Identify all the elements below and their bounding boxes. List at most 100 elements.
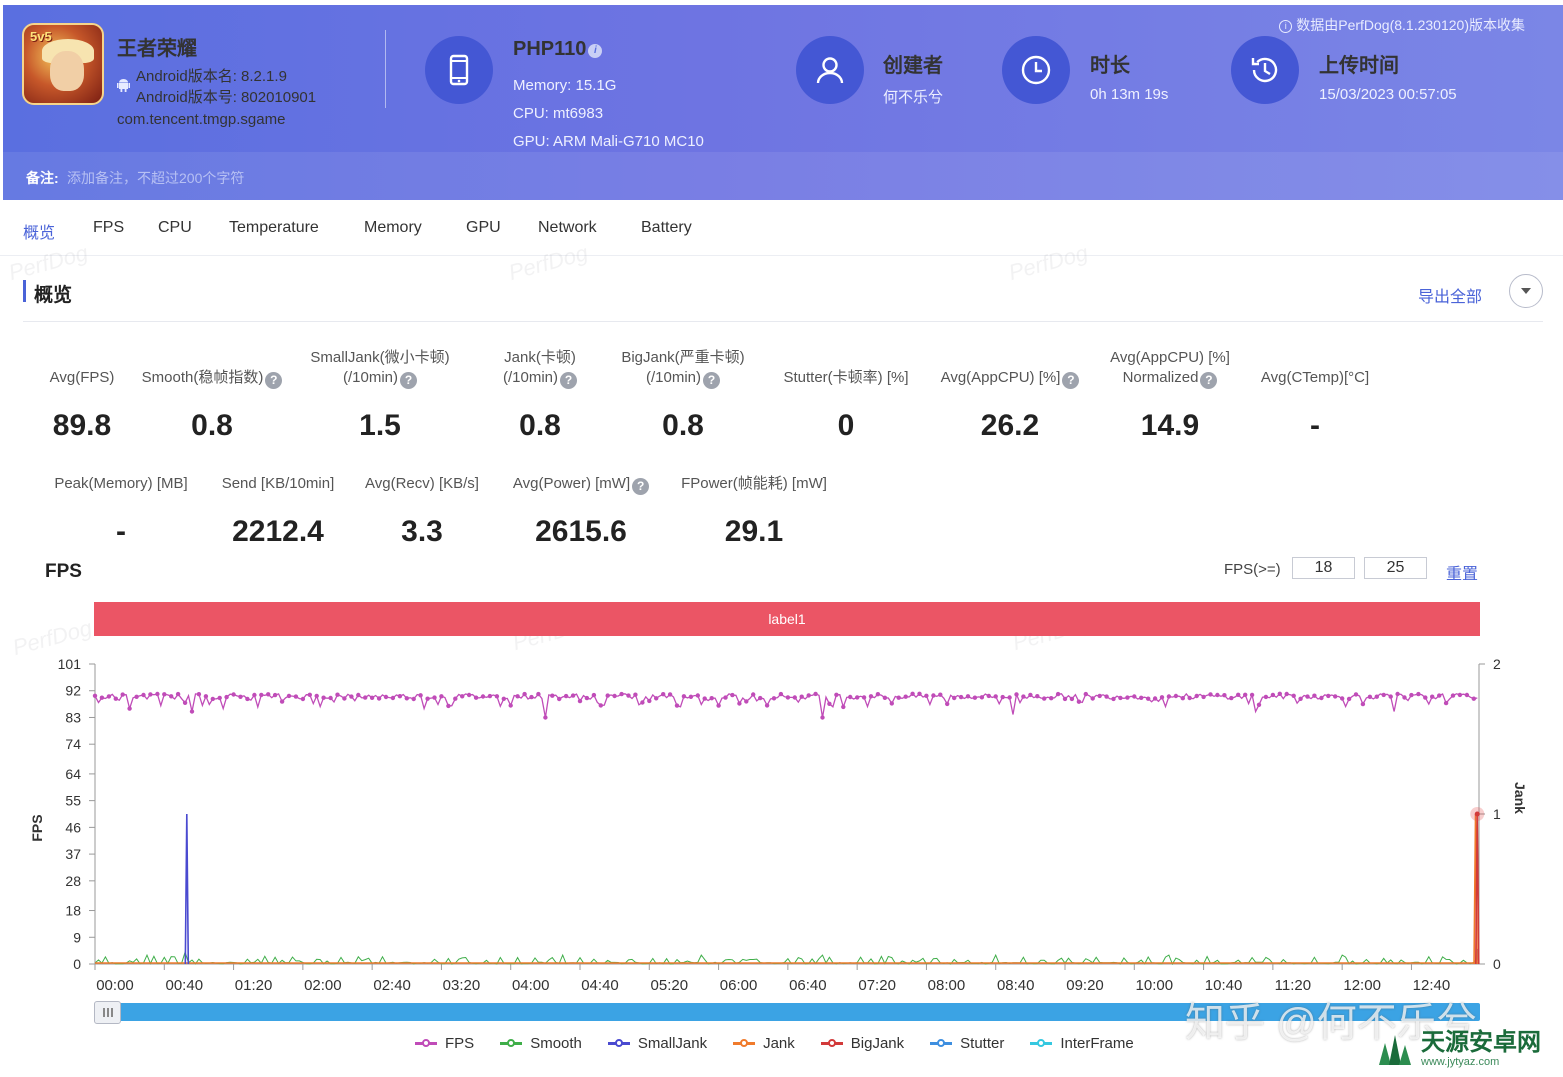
fps-point — [300, 696, 306, 702]
fps-point — [1360, 701, 1366, 707]
overview-title: 概览 — [34, 285, 73, 306]
fps-point — [1340, 696, 1345, 701]
fps-point — [1062, 696, 1068, 702]
fps-point — [155, 691, 160, 697]
tab-battery[interactable]: Battery — [641, 219, 692, 236]
site-logo: 天源安卓网 www.jytyaz.com — [1375, 1027, 1555, 1071]
fps-point — [515, 694, 520, 699]
fps-point — [1055, 691, 1061, 697]
legend-swatch — [820, 1038, 843, 1047]
fps-point — [654, 696, 659, 701]
tab-gpu[interactable]: GPU — [466, 219, 501, 236]
site-url: www.jytyaz.com — [1421, 1056, 1500, 1068]
fps-point — [342, 696, 347, 701]
help-icon[interactable]: ? — [400, 372, 417, 389]
fps-point — [751, 692, 756, 697]
fps-point — [1243, 692, 1248, 697]
fps-point — [965, 694, 971, 699]
metric-label: Avg(AppCPU) [%]? — [900, 368, 1120, 389]
chart-legend: FPS Smooth SmallJank Jank BigJank Stutter Inte… — [415, 1033, 1134, 1053]
phone-icon — [425, 36, 493, 104]
fps-point — [1104, 694, 1109, 699]
legend-item-interframe[interactable]: InterFrame — [1030, 1033, 1134, 1053]
fps-point — [1222, 693, 1227, 698]
legend-item-stutter[interactable]: Stutter — [930, 1033, 1004, 1053]
x-tick-label: 01:20 — [235, 977, 273, 994]
x-tick-label: 05:20 — [651, 977, 689, 994]
metric-label: Avg(Power) [mW]? — [471, 474, 691, 495]
tab-fps[interactable]: FPS — [93, 219, 125, 236]
fps-point — [557, 696, 562, 702]
fps-point — [785, 695, 791, 700]
y-tick-label: 0 — [73, 956, 81, 972]
fps-point — [917, 691, 922, 696]
fps-point — [1249, 692, 1255, 698]
legend-item-smooth[interactable]: Smooth — [500, 1033, 582, 1053]
fps-point — [1443, 700, 1449, 706]
tab-cpu[interactable]: CPU — [158, 219, 192, 236]
metric-value: 89.8 — [52, 409, 112, 442]
device-cpu: CPU: mt6983 — [513, 105, 604, 122]
tab-temperature[interactable]: Temperature — [229, 219, 319, 236]
fps-point — [148, 692, 153, 697]
fps-point — [369, 695, 375, 700]
fps-point — [1305, 694, 1310, 699]
duration-value: 0h 13m 19s — [1090, 86, 1169, 103]
fps-point — [1076, 699, 1082, 704]
help-icon[interactable]: ? — [265, 372, 283, 389]
fps-point — [1069, 696, 1075, 702]
fps-point — [1215, 692, 1220, 698]
fps-point — [480, 694, 486, 699]
collapse-button[interactable] — [1509, 274, 1543, 308]
legend-item-jank[interactable]: Jank — [733, 1033, 795, 1053]
fps-point — [709, 696, 714, 701]
fps-point — [1132, 694, 1137, 699]
fps-point — [924, 693, 929, 698]
fps-point — [688, 694, 694, 699]
reset-button[interactable]: 重置 — [1446, 566, 1479, 583]
legend-label: Smooth — [530, 1034, 582, 1052]
help-icon[interactable]: ? — [703, 372, 720, 389]
fps-point — [550, 693, 555, 698]
tab-memory[interactable]: Memory — [364, 219, 422, 236]
fps-point — [508, 703, 513, 708]
remark-input[interactable]: 添加备注，不超过200个字符 — [67, 170, 245, 186]
fps-point — [1201, 694, 1206, 700]
metric-value: 29.1 — [724, 515, 784, 548]
fps-point — [446, 703, 451, 709]
x-tick-label: 02:40 — [373, 977, 411, 994]
metric-value: 0.8 — [191, 409, 233, 442]
fps-point — [453, 696, 458, 701]
export-all-link[interactable]: 导出全部 — [1418, 289, 1483, 306]
legend-item-smalljank[interactable]: SmallJank — [607, 1033, 708, 1053]
fps-point — [1097, 693, 1102, 699]
fps-point — [279, 699, 285, 704]
metric-value: 0 — [837, 409, 855, 442]
legend-item-bigjank[interactable]: BigJank — [820, 1033, 904, 1053]
help-icon[interactable]: ? — [560, 372, 577, 389]
legend-label: SmallJank — [637, 1034, 708, 1052]
help-icon[interactable]: ? — [632, 478, 650, 495]
help-icon[interactable]: ? — [1200, 372, 1218, 389]
tab-network[interactable]: Network — [538, 219, 597, 236]
x-tick-label: 08:00 — [928, 977, 966, 994]
time-range-slider[interactable] — [94, 1003, 1480, 1021]
fps-point — [855, 695, 860, 700]
metric-value: 3.3 — [401, 515, 443, 548]
fps-threshold-input-1[interactable] — [1292, 557, 1355, 579]
fps-point — [418, 693, 423, 698]
highlight-point — [1474, 811, 1480, 817]
legend-item-fps[interactable]: FPS — [415, 1033, 474, 1053]
help-icon[interactable]: ? — [1062, 372, 1080, 389]
device-info-icon[interactable]: i — [588, 44, 603, 58]
fps-threshold-input-2[interactable] — [1364, 557, 1427, 579]
label-band[interactable]: label1 — [94, 602, 1480, 636]
fps-point — [730, 692, 735, 698]
slider-handle[interactable] — [94, 1001, 121, 1024]
tab-overview[interactable]: 概览 — [23, 225, 56, 242]
creator-title: 创建者 — [883, 55, 943, 77]
fps-point — [598, 703, 603, 708]
fps-point — [460, 694, 465, 699]
fps-point — [189, 709, 195, 714]
